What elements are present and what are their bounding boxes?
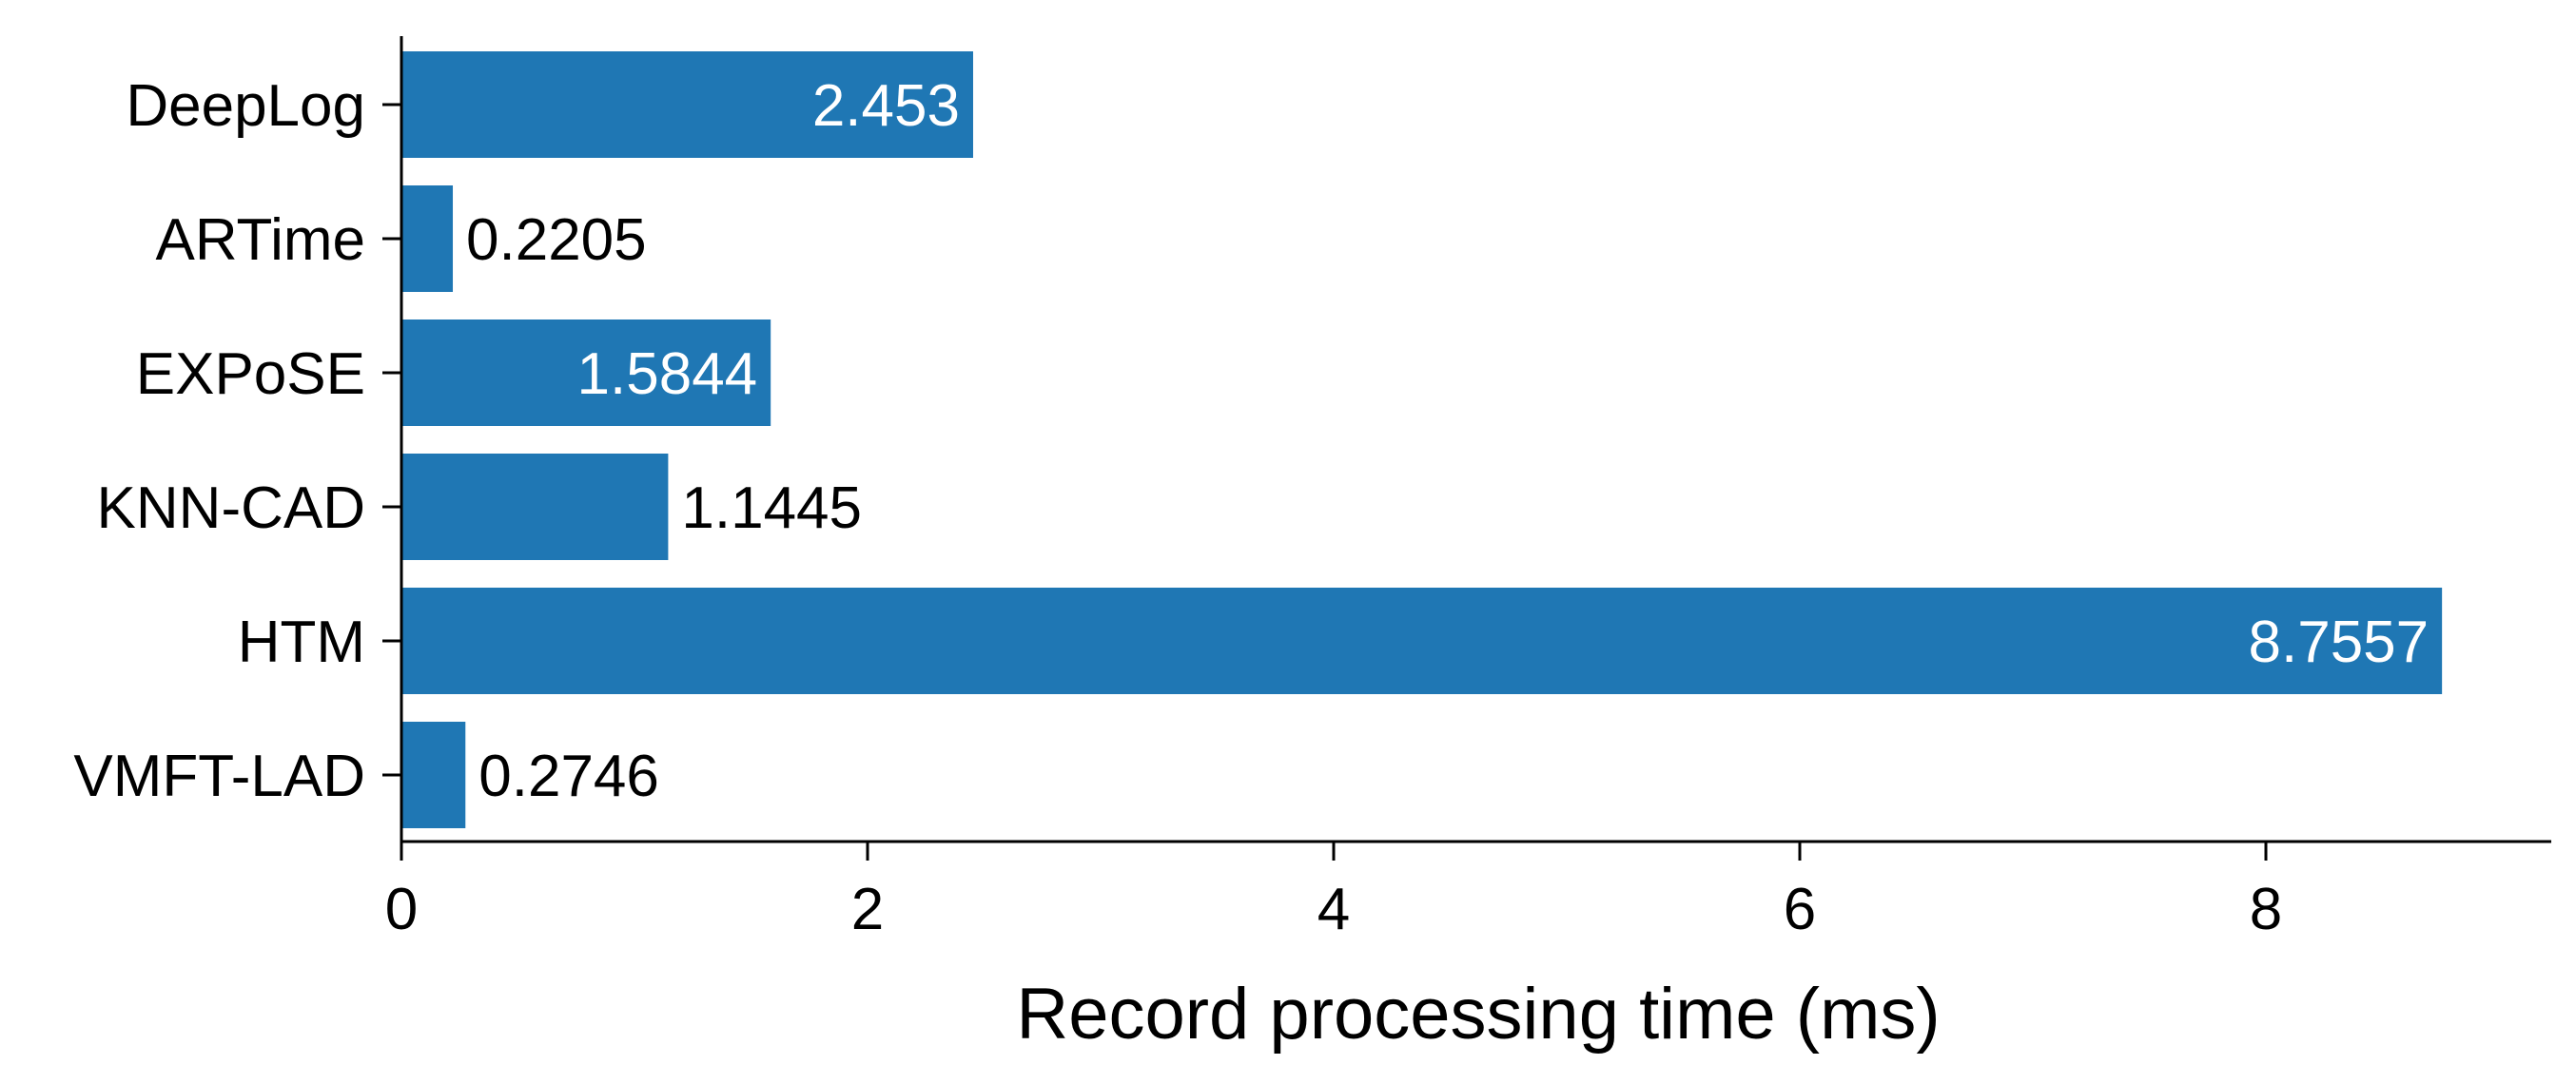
x-tick-label-6: 6 <box>1784 877 1816 942</box>
category-label-knn-cad: KNN-CAD <box>97 475 365 541</box>
bar-expose <box>402 320 771 426</box>
x-tick-label-2: 2 <box>851 877 884 942</box>
value-label-htm: 8.7557 <box>2249 610 2430 675</box>
bar-vmft-lad <box>402 722 466 828</box>
category-label-htm: HTM <box>238 610 365 675</box>
category-label-artime: ARTime <box>156 207 365 273</box>
bars-layer <box>402 51 2443 828</box>
x-tick-label-8: 8 <box>2250 877 2282 942</box>
category-label-expose: EXPoSE <box>136 341 365 407</box>
x-tick-label-4: 4 <box>1317 877 1350 942</box>
bar-knn-cad <box>402 454 669 560</box>
axes-layer: DeepLog ARTime EXPoSE KNN-CAD HTM VMFT-LAD 0 2 4… <box>73 36 2551 942</box>
value-labels-layer: 2.453 0.2205 1.5844 1.1445 8.7557 0.2746 <box>466 73 2429 809</box>
bar-htm <box>402 588 2443 694</box>
value-label-artime: 0.2205 <box>466 207 647 273</box>
x-axis-title: Record processing time (ms) <box>1016 974 1940 1055</box>
value-label-deeplog: 2.453 <box>812 73 960 139</box>
x-tick-label-0: 0 <box>385 877 418 942</box>
value-label-knn-cad: 1.1445 <box>681 475 862 541</box>
category-label-vmft-lad: VMFT-LAD <box>73 744 365 809</box>
value-label-vmft-lad: 0.2746 <box>478 744 659 809</box>
value-label-expose: 1.5844 <box>577 341 758 407</box>
category-label-deeplog: DeepLog <box>126 73 365 139</box>
bar-deeplog <box>402 51 973 158</box>
bar-artime <box>402 185 454 292</box>
